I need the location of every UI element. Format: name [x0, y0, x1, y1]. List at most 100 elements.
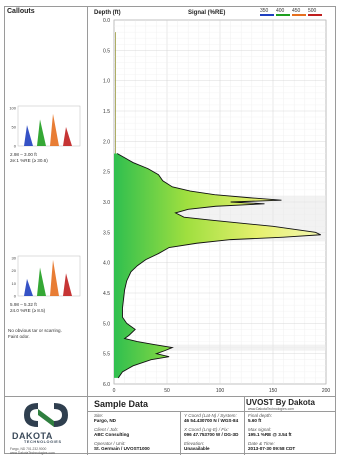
y-tick-label: 4.5: [103, 291, 110, 297]
callout-1-depth: 2.98 – 3.00 ft: [10, 152, 37, 157]
waveform-tick: 0: [14, 294, 17, 299]
y-axis-title: Depth (ft): [94, 10, 121, 16]
waveform-peak: [63, 273, 72, 296]
waveform-peak: [63, 127, 72, 146]
legend-swatch: [308, 14, 322, 16]
waveform-tick: 30: [12, 256, 17, 261]
callout-band: [114, 344, 326, 351]
x-tick-label: 200: [322, 388, 331, 394]
x-tick-label: 50: [164, 388, 170, 394]
legend-label: 500: [308, 8, 317, 14]
note-1: No obvious tar or scarring.: [8, 328, 62, 333]
footer-divider: [180, 411, 181, 455]
callout-2-ratio: 24.0 %RE (≥ 8.5): [10, 308, 46, 313]
elevation-value: Unavailable: [184, 446, 210, 452]
footer: DAKOTA TECHNOLOGIES Fargo, ND 701.232.90…: [4, 396, 336, 455]
waveform-peak: [50, 259, 59, 296]
sample-title: Sample Data: [94, 399, 149, 409]
legend: 350 400 450 500: [260, 8, 322, 16]
legend-swatch: [276, 14, 290, 16]
plot-area: [114, 32, 321, 379]
footer-divider: [244, 397, 245, 455]
x-axis-title: Signal (%RE): [188, 10, 225, 16]
client-label: Client / Job:: [94, 427, 119, 432]
uvost-title: UVOST By Dakota: [246, 398, 315, 407]
client-cell: Client / Job: ABC Consulting: [94, 427, 129, 437]
report-frame: [4, 6, 336, 454]
elevation-label: Elevation:: [184, 441, 205, 446]
ycoord-label: Y Coord (Lat-N) / System:: [184, 413, 237, 418]
signal-line: [116, 153, 321, 379]
xcoord-value: 096 47.753700 W / DG-3D: [184, 432, 239, 438]
xcoord-cell: X Coord (Lng-E) / Fix: 096 47.753700 W /…: [184, 427, 238, 437]
final-depth-label: Final depth:: [248, 413, 273, 418]
max-signal-value: 195.1 %RE @ 3.54 ft: [248, 432, 292, 438]
max-signal-cell: Max signal: 195.1 %RE @ 3.54 ft: [248, 427, 292, 437]
y-tick-label: 0.5: [103, 48, 110, 54]
legend-label: 350: [260, 8, 269, 14]
datetime-cell: Date & Time: 2013-07-30 09:58 CDT: [248, 441, 295, 451]
company-contact: Fargo, ND 701.232.9000 www.DakotaTechnol…: [10, 447, 55, 455]
legend-label: 400: [276, 8, 285, 14]
site-value: Fargo, ND: [94, 418, 116, 424]
y-tick-label: 2.5: [103, 170, 110, 176]
client-value: ABC Consulting: [94, 432, 130, 438]
y-tick-label: 0.0: [103, 18, 110, 24]
uvost-log-chart: Depth (ft) Signal (%RE) 350 400 450 500 0.0…: [94, 8, 330, 394]
y-tick-label: 5.5: [103, 352, 110, 358]
max-signal-label: Max signal:: [248, 427, 272, 432]
y-tick-label: 4.0: [103, 261, 110, 267]
legend-label: 450: [292, 8, 301, 14]
waveform-tick: 100: [9, 106, 16, 111]
site-cell: Site: Fargo, ND: [94, 413, 116, 423]
site-label: Site:: [94, 413, 104, 418]
dakota-logo-icon: [24, 403, 68, 427]
elevation-cell: Elevation: Unavailable: [184, 441, 210, 451]
callout-1-waveform: 100 50 0: [9, 106, 81, 149]
footer-divider: [88, 411, 336, 412]
y-tick-label: 3.5: [103, 230, 110, 236]
operator-label: Operator / Unit:: [94, 441, 126, 446]
ycoord-value: 46 54.430700 N / WGS-84: [184, 418, 239, 424]
x-tick-label: 0: [113, 388, 116, 394]
legend-swatch: [292, 14, 306, 16]
legend-swatch: [260, 14, 274, 16]
operator-cell: Operator / Unit: St. Germain / UVOST1000: [94, 441, 150, 451]
waveform-peak: [50, 113, 59, 146]
note-2: Faint odor.: [8, 334, 30, 339]
waveform-tick: 0: [14, 144, 17, 149]
y-tick-label: 5.0: [103, 321, 110, 327]
waveform-tick: 10: [12, 281, 17, 286]
datetime-value: 2013-07-30 09:58 CDT: [248, 446, 296, 452]
operator-value: St. Germain / UVOST1000: [94, 446, 150, 452]
callouts-title: Callouts: [7, 8, 35, 15]
y-tick-label: 1.5: [103, 109, 110, 115]
ycoord-cell: Y Coord (Lat-N) / System: 46 54.430700 N…: [184, 413, 238, 423]
callout-2-waveform: 30 20 10 0: [12, 256, 81, 299]
callout-1: 100 50 0 2.98 – 3.00 ft 2e:1 %RE (≥ 30.6): [6, 102, 84, 168]
x-tick-label: 150: [269, 388, 278, 394]
waveform-peak: [24, 125, 33, 146]
waveform-tick: 50: [12, 125, 17, 130]
logo-area: DAKOTA TECHNOLOGIES Fargo, ND 701.232.90…: [4, 397, 88, 455]
waveform-peak: [37, 267, 46, 296]
datetime-label: Date & Time:: [248, 441, 275, 446]
y-tick-label: 2.0: [103, 139, 110, 145]
xcoord-label: X Coord (Lng-E) / Fix:: [184, 427, 229, 432]
company-subtitle: TECHNOLOGIES: [24, 440, 62, 444]
signal-area: [114, 153, 321, 378]
final-depth-value: 5.60 ft: [248, 418, 262, 424]
callout-2-depth: 5.98 – 5.32 ft: [10, 302, 37, 307]
y-tick-label: 6.0: [103, 382, 110, 388]
uvost-website: www.DakotaTechnologies.com: [248, 407, 294, 411]
chart-ticks: 0.0 0.5 1.0 1.5 2.0 2.5 3.0 3.5 4.0 4.5 5.0 5.5 6.00…: [103, 18, 330, 394]
callout-2: 30 20 10 0 5.98 – 5.32 ft 24.0 %RE (≥ 8.5): [6, 252, 84, 318]
final-depth-cell: Final depth: 5.60 ft: [248, 413, 272, 423]
y-tick-label: 3.0: [103, 200, 110, 206]
waveform-peak: [37, 119, 46, 146]
callout-1-ratio: 2e:1 %RE (≥ 30.6): [10, 158, 48, 163]
waveform-peak: [24, 278, 33, 296]
waveform-tick: 20: [12, 268, 17, 273]
company-name: DAKOTA: [12, 431, 53, 441]
callouts-panel: Callouts 100 50 0 2.98 – 3.00 ft 2e:1 %RE …: [4, 6, 88, 396]
